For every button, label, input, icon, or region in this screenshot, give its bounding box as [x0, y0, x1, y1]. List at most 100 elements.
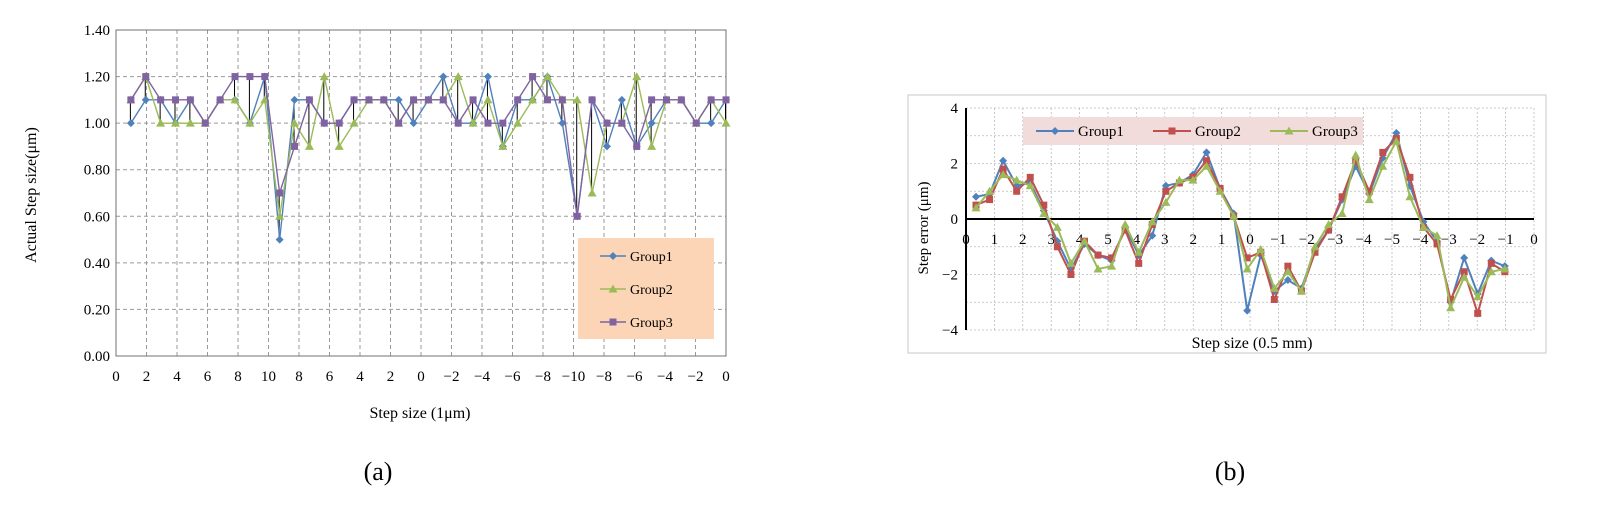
a-y-tick-label: 0.40 [84, 256, 110, 272]
b-x-tick-label: −1 [1498, 232, 1514, 248]
b-point-Group3 [1025, 181, 1035, 190]
b-point-Group3 [1134, 247, 1144, 256]
b-point-Group3 [1107, 261, 1117, 270]
b-point-Group2 [1487, 259, 1495, 267]
a-point-Group3 [484, 119, 492, 127]
b-x-tick-label: 1 [1218, 232, 1226, 248]
a-x-tick-label: 6 [204, 369, 212, 385]
a-point-Group2 [453, 72, 463, 81]
a-point-Group3 [677, 96, 685, 104]
a-x-tick-label: −6 [627, 369, 643, 385]
a-x-tick-label: 2 [387, 369, 395, 385]
b-point-Group3 [1473, 292, 1483, 301]
b-point-Group3 [1364, 195, 1374, 204]
a-x-tick-label: 4 [173, 369, 181, 385]
a-point-Group2 [171, 118, 181, 127]
b-point-Group3 [1418, 222, 1428, 231]
a-point-Group1 [290, 95, 299, 104]
b-point-Group2 [1284, 262, 1292, 270]
a-point-Group2 [290, 118, 300, 127]
b-point-Group3 [985, 186, 995, 195]
b-point-Group1 [999, 156, 1008, 165]
b-point-Group3 [1310, 242, 1320, 251]
b-y-tick-label: 2 [951, 157, 959, 173]
b-point-Group2 [1040, 201, 1048, 209]
b-x-tick-label: 5 [1104, 232, 1112, 248]
b-x-tick-label: −3 [1327, 232, 1343, 248]
b-point-Group1 [1243, 306, 1252, 315]
b-legend-label-Group2: Group2 [1195, 124, 1241, 140]
a-y-tick-label: 1.20 [84, 70, 110, 86]
a-y-tick-label: 0.20 [84, 302, 110, 318]
b-point-Group2 [1162, 187, 1170, 195]
b-legend-label-Group3: Group3 [1312, 124, 1358, 140]
b-point-Group3 [1391, 136, 1401, 145]
a-point-Group2 [572, 95, 582, 104]
a-point-Group1 [707, 119, 716, 128]
b-x-tick-label: 0 [1530, 232, 1538, 248]
b-point-Group2 [1203, 157, 1211, 165]
a-point-Group3 [142, 73, 150, 81]
a-legend-label-Group3: Group3 [630, 316, 673, 331]
b-point-Group2 [1460, 268, 1468, 276]
b-point-Group1 [972, 192, 980, 201]
b-point-Group2 [1067, 271, 1075, 278]
b-point-Group3 [1188, 175, 1198, 184]
a-x-tick-label: 8 [234, 369, 242, 385]
a-x-tick-label: −10 [562, 369, 585, 385]
a-legend-marker [609, 318, 617, 326]
b-point-Group3 [1012, 175, 1022, 184]
b-point-Group1 [1460, 253, 1469, 262]
a-point-Group3 [603, 119, 611, 127]
b-point-Group3 [1269, 283, 1279, 292]
b-point-Group1 [1392, 128, 1401, 137]
b-point-Group3 [1446, 303, 1456, 312]
a-x-tick-label: −2 [444, 369, 460, 385]
b-legend-marker [1284, 126, 1294, 135]
a-point-Group1 [439, 72, 448, 81]
b-point-Group2 [1270, 295, 1278, 303]
b-point-Group3 [1174, 175, 1184, 184]
b-x-tick-label: 0 [1246, 232, 1254, 248]
b-point-Group1 [1161, 181, 1170, 190]
b-point-Group3 [1120, 220, 1130, 229]
b-point-Group3 [1229, 211, 1239, 220]
b-series-line-Group2 [975, 136, 1506, 317]
a-point-Group2 [230, 95, 240, 104]
a-point-Group3 [543, 96, 551, 104]
a-point-Group3 [186, 96, 194, 104]
a-point-Group3 [514, 96, 522, 104]
a-point-Group3 [529, 73, 537, 81]
b-point-Group3 [1283, 267, 1293, 276]
a-legend-label-Group1: Group1 [630, 250, 673, 265]
a-point-Group3 [335, 119, 343, 127]
b-point-Group2 [999, 165, 1007, 173]
b-legend-label-Group1: Group1 [1078, 124, 1124, 140]
a-point-Group3 [573, 212, 581, 220]
b-point-Group3 [1093, 264, 1103, 273]
a-x-tick-label: 2 [143, 369, 151, 385]
b-y-axis-label: Step error (μm) [916, 181, 932, 274]
b-point-Group2 [1026, 173, 1034, 181]
a-point-Group3 [157, 96, 165, 104]
a-point-Group3 [246, 73, 254, 81]
b-point-Group3 [1242, 264, 1252, 273]
a-point-Group3 [216, 96, 224, 104]
a-point-Group1 [617, 95, 626, 104]
b-x-tick-label: −4 [1356, 232, 1372, 248]
a-x-tick-label: −6 [505, 369, 521, 385]
a-point-Group3 [424, 96, 432, 104]
b-point-Group3 [1052, 222, 1062, 231]
a-legend-marker [608, 284, 618, 293]
a-point-Group2 [156, 118, 166, 127]
b-point-Group1 [1148, 231, 1157, 240]
b-point-Group1 [1283, 276, 1292, 285]
a-point-Group3 [380, 96, 388, 104]
b-point-Group3 [1351, 150, 1361, 159]
a-point-Group1 [558, 119, 567, 128]
b-point-Group3 [1079, 236, 1089, 245]
b-x-tick-label: 2 [1189, 232, 1197, 248]
a-point-Group3 [320, 119, 328, 127]
b-point-Group2 [1406, 173, 1414, 181]
b-legend-marker [1051, 127, 1059, 135]
